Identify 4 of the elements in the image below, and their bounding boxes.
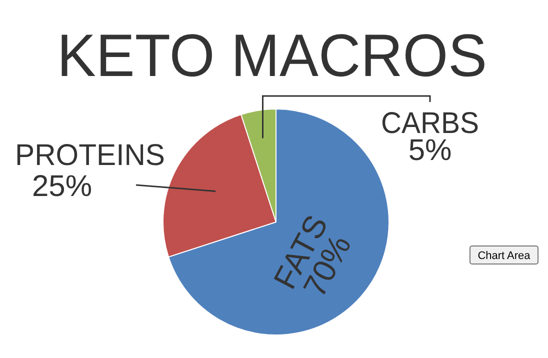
data-label: 25% bbox=[32, 170, 92, 203]
slice-label: PROTEINS bbox=[15, 139, 168, 172]
chart-title: KETO MACROS bbox=[57, 22, 500, 89]
tooltip: Chart Area bbox=[470, 246, 538, 264]
